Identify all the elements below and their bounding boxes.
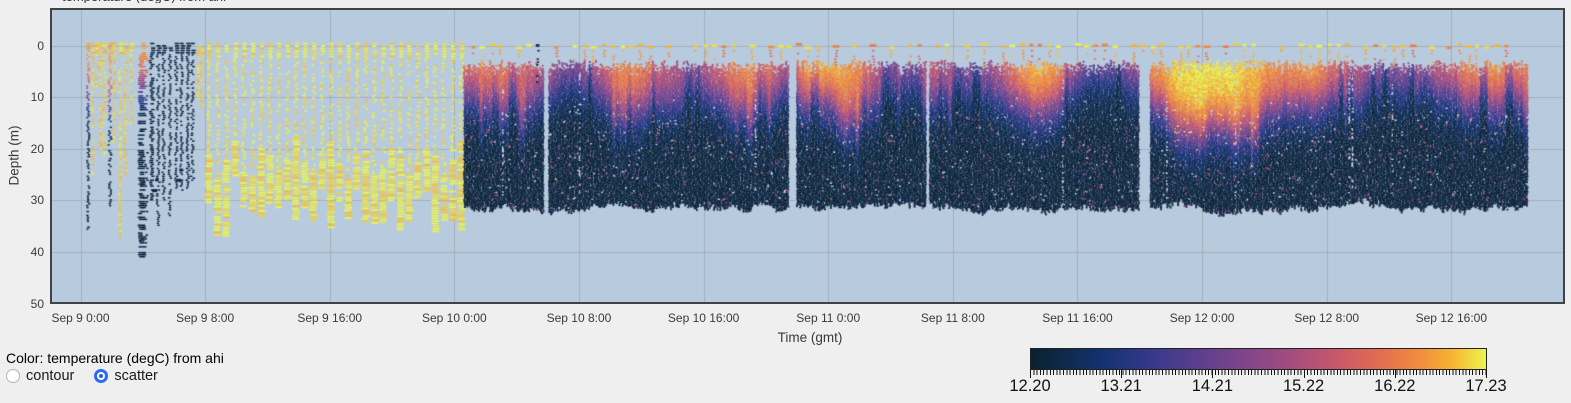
x-tick-label: Sep 10 8:00 (546, 311, 612, 325)
colorbar-minor-ticks (1030, 370, 1487, 375)
x-tick-label: Sep 11 0:00 (796, 311, 861, 325)
x-tick-label: Sep 11 8:00 (920, 311, 985, 325)
colorbar-tick-label: 13.21 (1100, 377, 1142, 395)
colorbar-major-tick (1394, 370, 1396, 378)
colorbar-major-tick (1121, 370, 1123, 378)
x-tick-label: Sep 12 8:00 (1294, 311, 1360, 325)
x-tick-label: Sep 12 16:00 (1415, 311, 1488, 325)
colorbar-tick-label: 17.23 (1465, 377, 1507, 395)
contour-radio-label[interactable]: contour (26, 368, 75, 384)
colorbar-major-tick (1212, 370, 1214, 378)
x-tick-label: Sep 11 16:00 (1042, 311, 1113, 325)
colorbar-tick-label: 12.20 (1009, 377, 1051, 395)
y-tick-label: 0 (37, 38, 44, 53)
x-tick-label: Sep 10 0:00 (421, 311, 487, 325)
colorbar-major-tick (1486, 370, 1487, 378)
y-tick-label: 50 (30, 296, 44, 311)
x-tick-label: Sep 10 16:00 (667, 311, 740, 325)
y-tick-label: 30 (30, 193, 44, 208)
y-tick-label: 20 (30, 141, 44, 156)
clipped-plot-title: temperature (degC) from ahi (62, 0, 226, 3)
contour-radio[interactable] (6, 369, 20, 383)
colorbar-major-tick (1303, 370, 1305, 378)
scatter-radio[interactable] (94, 369, 109, 383)
plot-mode-radiogroup: contour scatter (6, 368, 172, 384)
y-tick-label: 40 (30, 245, 44, 260)
temperature-scatter-canvas[interactable] (52, 10, 1563, 302)
colorbar-major-tick (1030, 370, 1031, 378)
y-tick-label: 10 (30, 90, 44, 105)
colorbar-gradient (1030, 348, 1487, 370)
x-tick-label: Sep 9 8:00 (176, 311, 235, 325)
depth-time-plot[interactable] (50, 8, 1565, 304)
color-variable-caption: Color: temperature (degC) from ahi (6, 350, 224, 366)
x-tick-label: Sep 12 0:00 (1169, 311, 1235, 325)
x-tick-label: Sep 9 16:00 (297, 311, 363, 325)
colorbar-tick-label: 14.21 (1191, 377, 1234, 395)
scatter-radio-label[interactable]: scatter (114, 368, 158, 384)
colorbar-tick-label: 16.22 (1374, 377, 1416, 395)
x-axis-title: Time (gmt) (777, 330, 843, 345)
y-axis-title: Depth (m) (6, 125, 22, 186)
x-tick-label: Sep 9 0:00 (51, 311, 110, 325)
colorbar-tick-label: 15.22 (1282, 377, 1325, 395)
